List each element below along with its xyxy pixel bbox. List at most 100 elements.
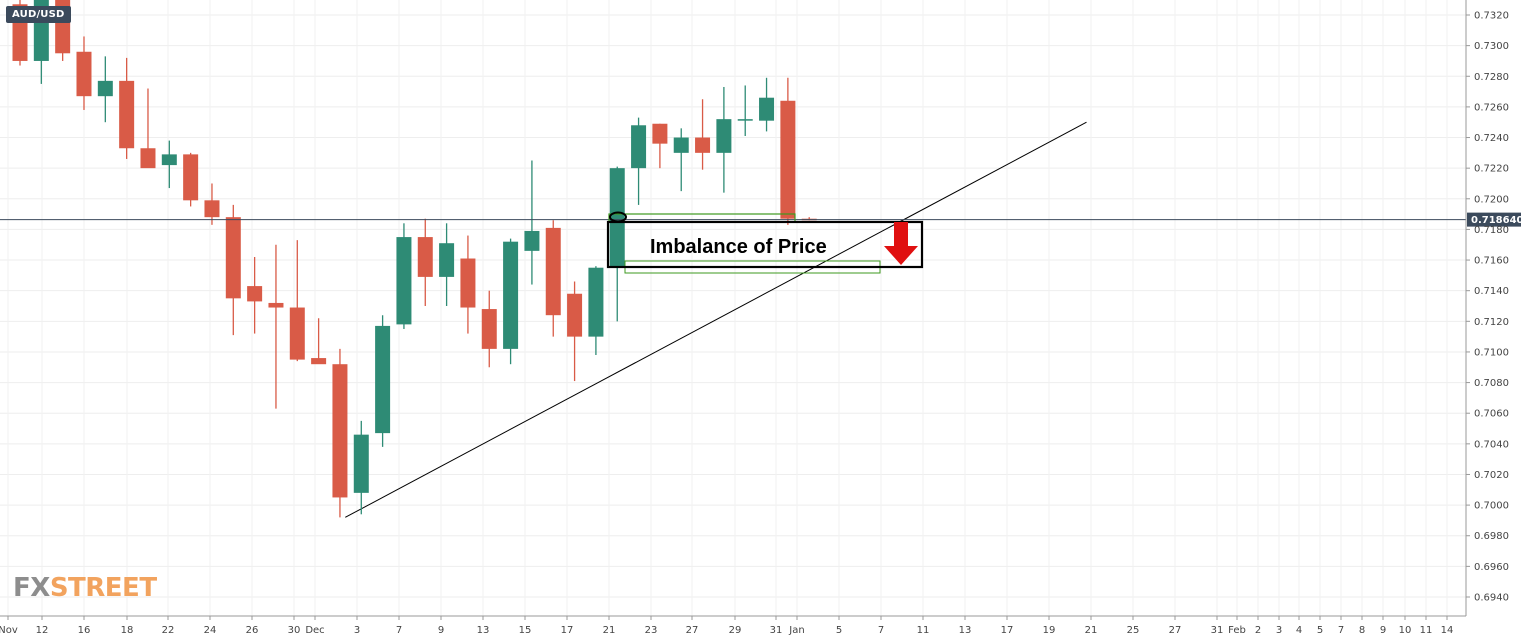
candle xyxy=(524,160,540,285)
candle-body xyxy=(716,119,732,153)
x-tick-label: Feb xyxy=(1228,625,1246,636)
y-tick-label: 0.7320 xyxy=(1474,11,1509,22)
candle-body xyxy=(631,125,647,169)
candle-body xyxy=(396,237,412,325)
down-arrow-icon xyxy=(884,222,918,265)
symbol-label: AUD/USD xyxy=(6,6,71,23)
candles-layer xyxy=(12,0,817,518)
candle-body xyxy=(460,258,476,308)
candle xyxy=(588,266,604,356)
x-tick-label: 7 xyxy=(1338,625,1344,636)
x-tick-label: 14 xyxy=(1441,625,1454,636)
x-tick-label: 17 xyxy=(561,625,574,636)
y-tick-label: 0.7100 xyxy=(1474,347,1509,358)
candle xyxy=(140,88,156,169)
x-tick-label: 5 xyxy=(836,625,842,636)
candle-body xyxy=(311,358,327,365)
candle-body xyxy=(289,307,305,360)
x-tick-label: 31 xyxy=(1211,625,1224,636)
candle-body xyxy=(673,137,689,153)
x-tick-label: 16 xyxy=(78,625,91,636)
candle-body xyxy=(119,80,135,149)
x-tick-label: 7 xyxy=(878,625,884,636)
x-tick-label: 11 xyxy=(1420,625,1433,636)
candle xyxy=(183,152,199,207)
candle xyxy=(780,77,796,225)
y-tick-label: 0.7000 xyxy=(1474,501,1509,512)
candle xyxy=(225,204,241,336)
fxstreet-logo: FXSTREET xyxy=(13,573,157,603)
candle xyxy=(460,235,476,334)
candle-body xyxy=(204,200,220,218)
x-tick-label: 24 xyxy=(204,625,217,636)
candle xyxy=(97,56,113,123)
x-tick-label: 3 xyxy=(1276,625,1282,636)
grid-lines xyxy=(0,0,1466,616)
candle xyxy=(567,281,583,382)
x-tick-label: 17 xyxy=(1001,625,1014,636)
candle-body xyxy=(353,434,369,493)
candle-body xyxy=(417,237,433,277)
candle xyxy=(695,99,711,170)
candle xyxy=(119,57,135,159)
x-tick-label: 9 xyxy=(438,625,444,636)
x-tick-label: Jan xyxy=(788,625,804,636)
x-tick-label: 18 xyxy=(121,625,134,636)
candle xyxy=(609,166,625,322)
candle-body xyxy=(247,286,263,302)
candle-body xyxy=(268,302,284,308)
x-tick-label: 23 xyxy=(645,625,658,636)
y-tick-label: 0.7220 xyxy=(1474,164,1509,175)
candle-body xyxy=(225,217,241,299)
candle xyxy=(289,240,305,362)
candle xyxy=(737,85,753,136)
current-price-label: 0.718640 xyxy=(1471,215,1524,226)
candle xyxy=(631,117,647,205)
candle-body xyxy=(97,80,113,97)
candle-body xyxy=(567,293,583,337)
x-tick-label: 21 xyxy=(603,625,616,636)
axes-layer: 0.7320 0.7300 0.7280 0.7260 0.7240 0.7220 0.72… xyxy=(0,0,1509,636)
candle xyxy=(268,244,284,409)
candle xyxy=(673,128,689,192)
y-tick-label: 0.7260 xyxy=(1474,102,1509,113)
logo-suffix: STREET xyxy=(49,573,157,603)
x-tick-label: 21 xyxy=(1085,625,1098,636)
x-tick-label: 7 xyxy=(396,625,402,636)
candle xyxy=(759,77,775,132)
ellipse-marker xyxy=(609,211,627,223)
x-tick-label: 4 xyxy=(1296,625,1302,636)
y-tick-label: 0.6940 xyxy=(1474,593,1509,604)
candle xyxy=(503,238,519,365)
candle-body xyxy=(503,241,519,349)
candle xyxy=(353,420,369,515)
candle-body xyxy=(652,123,668,144)
imbalance-zone-upper xyxy=(608,213,796,223)
candle-body xyxy=(737,119,753,121)
logo-prefix: FX xyxy=(13,573,50,603)
x-tick-label: 15 xyxy=(519,625,532,636)
candle xyxy=(247,256,263,334)
y-tick-label: 0.6980 xyxy=(1474,531,1509,542)
candle-body xyxy=(375,325,391,434)
x-tick-label: 13 xyxy=(477,625,490,636)
x-tick-label: 27 xyxy=(686,625,699,636)
x-tick-label: 29 xyxy=(729,625,742,636)
candle-body xyxy=(481,309,497,349)
y-tick-label: 0.7240 xyxy=(1474,133,1509,144)
x-tick-label: 11 xyxy=(917,625,930,636)
candle-body xyxy=(183,154,199,201)
annotation-layer: 0.718640 Imbalance of Price xyxy=(0,211,1524,274)
x-tick-label: 30 xyxy=(288,625,301,636)
trendline xyxy=(345,121,1087,518)
x-tick-label: 27 xyxy=(1169,625,1182,636)
y-tick-label: 0.7140 xyxy=(1474,286,1509,297)
y-tick-label: 0.7120 xyxy=(1474,317,1509,328)
candle xyxy=(76,36,92,110)
current-price-badge xyxy=(1467,212,1521,227)
y-tick-label: 0.7160 xyxy=(1474,256,1509,267)
x-tick-label: Dec xyxy=(305,625,324,636)
candle xyxy=(332,348,348,518)
y-tick-label: 0.6960 xyxy=(1474,562,1509,573)
